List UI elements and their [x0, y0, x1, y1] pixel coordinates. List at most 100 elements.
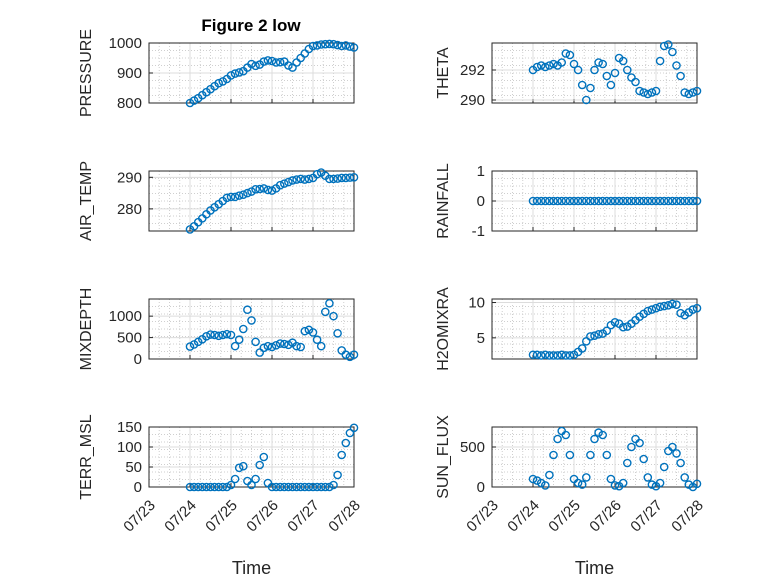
data-point: [664, 301, 673, 310]
data-point: [247, 316, 256, 325]
data-point: [602, 196, 612, 206]
y-tick-label: 500: [460, 439, 485, 456]
x-tick-label: 07/26: [586, 497, 625, 536]
data-series: [185, 298, 359, 362]
y-tick-label: 0: [477, 479, 485, 496]
y-tick-label: 1000: [109, 308, 142, 325]
data-point: [618, 322, 628, 332]
data-point: [639, 196, 649, 206]
data-point: [553, 434, 562, 444]
axes-frame: [148, 426, 355, 488]
data-point: [312, 335, 322, 345]
data-point: [267, 186, 277, 195]
data-point: [631, 196, 640, 206]
data-point: [577, 344, 587, 353]
data-point: [292, 482, 301, 492]
data-point: [569, 196, 579, 206]
data-point: [536, 351, 546, 360]
data-point: [288, 63, 297, 72]
data-point: [271, 58, 281, 67]
data-point: [614, 196, 624, 206]
x-tick-label: 07/23: [463, 497, 502, 536]
data-point: [651, 86, 661, 96]
data-point: [647, 196, 657, 206]
data-point: [676, 458, 685, 468]
data-point: [684, 89, 694, 99]
data-point: [672, 300, 681, 309]
data-point: [214, 331, 223, 341]
data-point: [545, 351, 554, 360]
data-point: [210, 330, 219, 340]
data-point: [659, 301, 669, 311]
axes-frame: [491, 426, 698, 488]
y-tick-label: 280: [117, 201, 142, 218]
data-point: [553, 351, 562, 360]
data-point: [300, 326, 310, 336]
data-point: [206, 330, 215, 339]
data-point: [582, 473, 591, 482]
data-point: [561, 49, 571, 58]
data-point: [586, 83, 595, 93]
data-point: [602, 450, 612, 460]
data-point: [333, 328, 342, 338]
data-point: [316, 341, 326, 351]
data-point: [316, 40, 326, 49]
data-point: [345, 352, 355, 362]
data-point: [639, 88, 649, 97]
data-point: [218, 482, 228, 492]
data-point: [226, 480, 236, 490]
data-point: [296, 342, 306, 352]
data-point: [259, 57, 269, 66]
data-point: [226, 330, 236, 340]
data-point: [312, 482, 322, 492]
data-point: [185, 342, 195, 351]
data-series: [528, 299, 702, 360]
data-point: [692, 479, 702, 489]
data-point: [692, 196, 702, 206]
data-point: [594, 58, 603, 67]
y-axis-label: H2OMIXRA: [435, 287, 452, 371]
data-point: [226, 192, 236, 202]
data-point: [668, 442, 677, 452]
data-point: [341, 41, 351, 50]
data-point: [325, 298, 334, 308]
data-point: [664, 40, 673, 49]
data-point: [284, 177, 293, 187]
data-point: [320, 307, 330, 317]
y-tick-label: 5: [477, 330, 485, 347]
data-point: [573, 196, 583, 206]
x-tick-label: 07/28: [668, 497, 707, 536]
data-point: [582, 337, 591, 346]
y-axis-label: TERR_MSL: [78, 414, 95, 499]
data-point: [569, 59, 579, 69]
data-point: [680, 473, 690, 482]
data-point: [259, 343, 269, 353]
data-point: [185, 482, 195, 492]
data-point: [676, 308, 685, 318]
chart-panel-mixdepth: 0 500 1000 MIXDEPTH: [78, 288, 359, 370]
y-axis-label: SUN_FLUX: [435, 415, 452, 499]
data-point: [308, 328, 318, 337]
data-point: [226, 71, 236, 80]
data-series: [185, 168, 359, 234]
data-point: [247, 187, 256, 196]
data-point: [536, 61, 546, 70]
data-point: [643, 89, 653, 99]
y-tick-label: 0: [134, 351, 142, 368]
x-tick-label: 07/28: [325, 497, 364, 536]
data-point: [586, 332, 595, 341]
data-point: [618, 196, 628, 206]
y-axis-label: RAINFALL: [435, 163, 452, 239]
data-point: [545, 470, 554, 480]
data-point: [333, 40, 342, 50]
data-point: [292, 341, 301, 351]
data-point: [557, 58, 567, 67]
data-point: [288, 482, 297, 492]
data-point: [643, 306, 653, 316]
data-point: [688, 88, 698, 97]
data-point: [308, 41, 318, 51]
axes-frame: [491, 42, 698, 104]
data-point: [320, 39, 330, 49]
data-point: [651, 196, 661, 206]
x-axis-label: Time: [575, 558, 614, 578]
